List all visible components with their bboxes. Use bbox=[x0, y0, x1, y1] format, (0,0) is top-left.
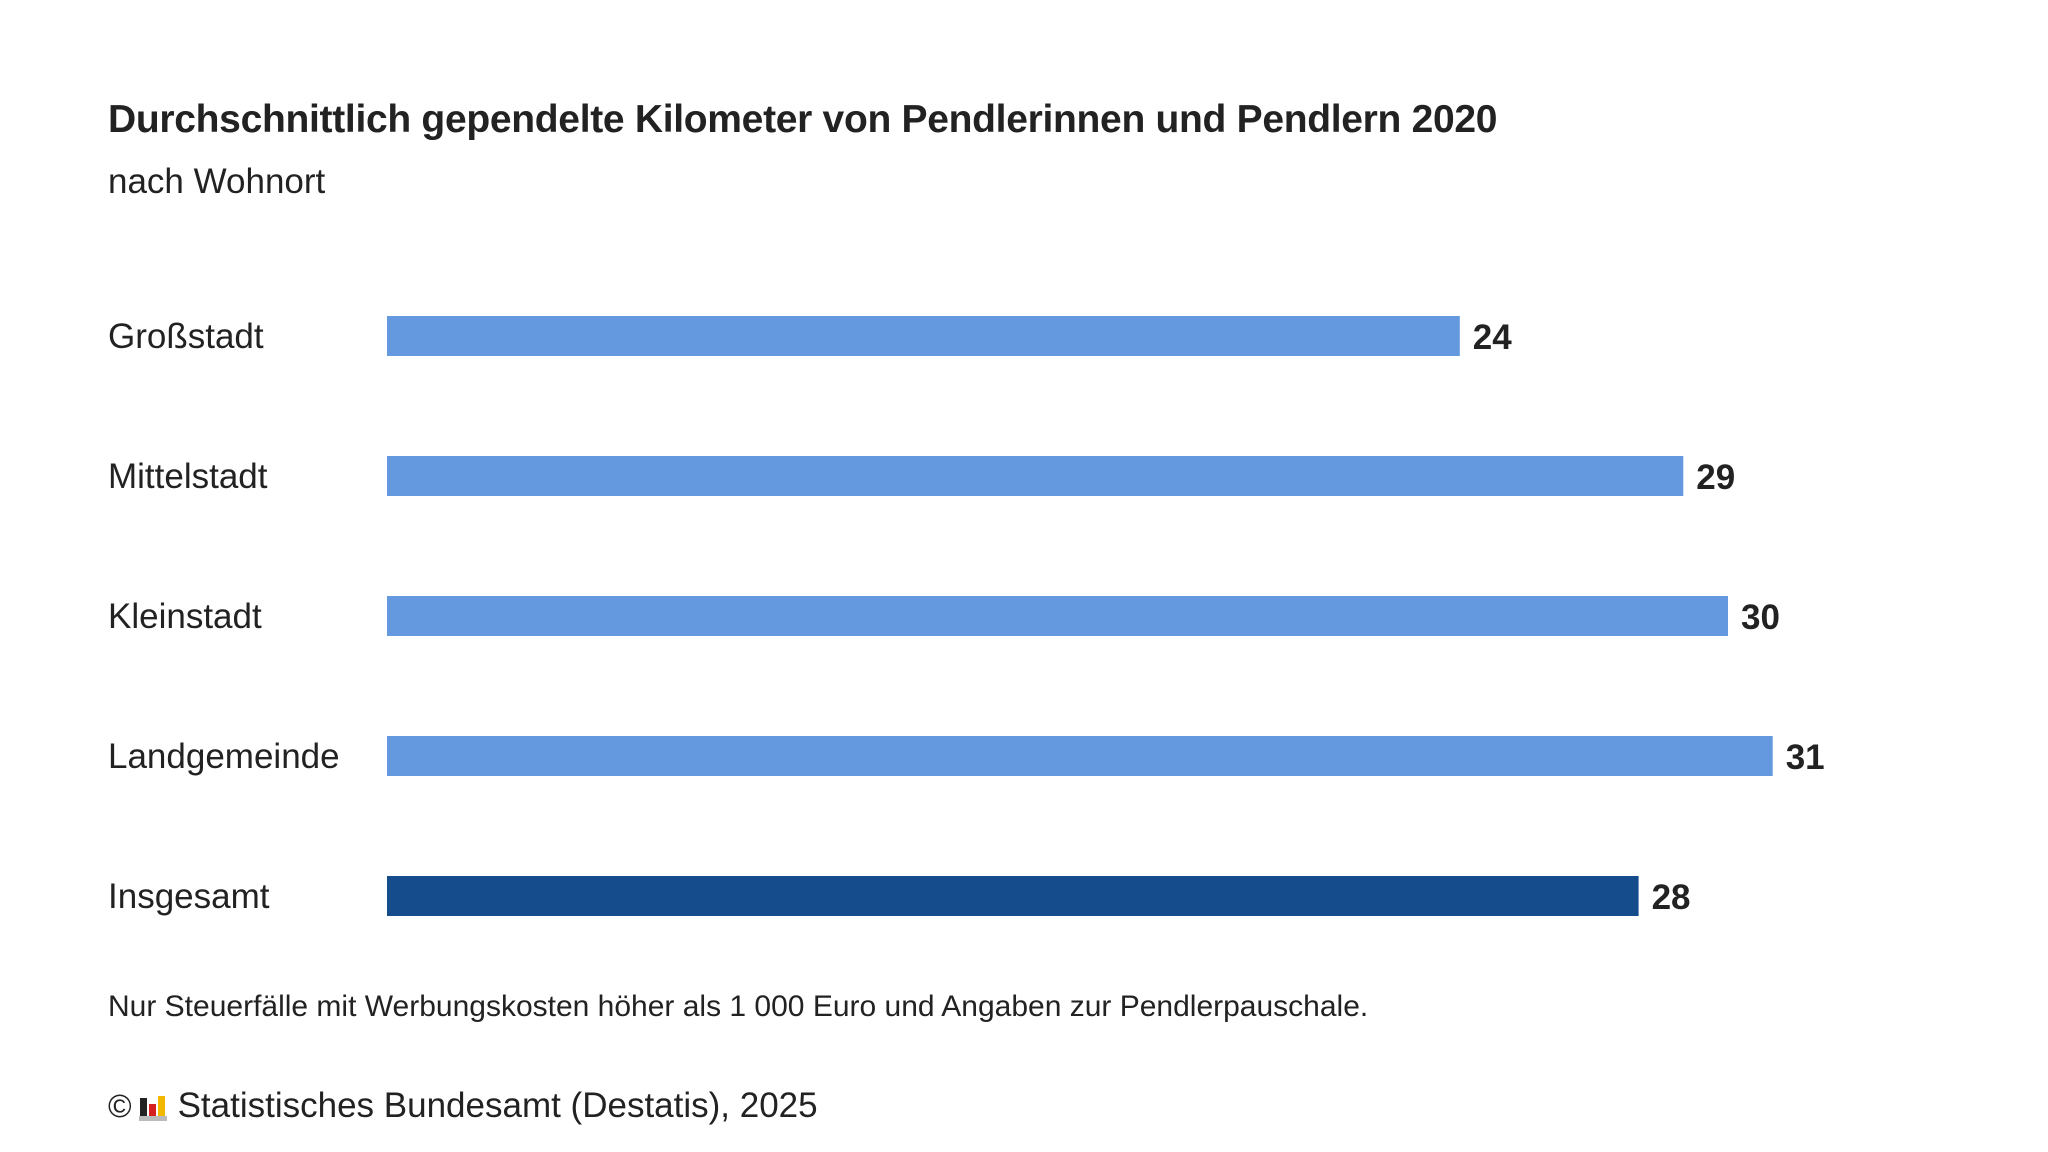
bar-chart: Großstadt 24 Mittelstadt 29 Kleinstadt 30 Land… bbox=[108, 316, 1825, 917]
value-label: 31 bbox=[1786, 738, 1825, 777]
logo-part bbox=[157, 1096, 165, 1116]
bar bbox=[387, 876, 1639, 916]
chart-subtitle: nach Wohnort bbox=[108, 162, 326, 201]
category-label: Mittelstadt bbox=[108, 457, 268, 496]
destatis-logo-icon bbox=[138, 1091, 168, 1121]
value-label: 28 bbox=[1652, 878, 1691, 917]
bar bbox=[387, 456, 1684, 496]
logo-part bbox=[138, 1116, 167, 1121]
chart-title: Durchschnittlich gependelte Kilometer vo… bbox=[108, 98, 1498, 141]
chart-footnote: Nur Steuerfälle mit Werbungskosten höher… bbox=[108, 990, 1369, 1023]
category-label: Insgesamt bbox=[108, 877, 270, 916]
bar bbox=[387, 316, 1460, 356]
logo-part bbox=[148, 1104, 156, 1116]
source-text: Statistisches Bundesamt (Destatis), 2025 bbox=[177, 1086, 818, 1125]
bar bbox=[387, 596, 1728, 636]
value-label: 30 bbox=[1741, 598, 1780, 637]
category-label: Großstadt bbox=[108, 317, 264, 356]
category-label: Kleinstadt bbox=[108, 597, 262, 636]
copyright-symbol: © bbox=[108, 1087, 132, 1124]
category-label: Landgemeinde bbox=[108, 737, 340, 776]
bar bbox=[387, 736, 1773, 776]
logo-part bbox=[139, 1098, 147, 1116]
source-line: © Statistisches Bundesamt (Destatis), 20… bbox=[108, 1086, 818, 1126]
value-label: 29 bbox=[1696, 458, 1735, 497]
value-label: 24 bbox=[1473, 318, 1512, 357]
